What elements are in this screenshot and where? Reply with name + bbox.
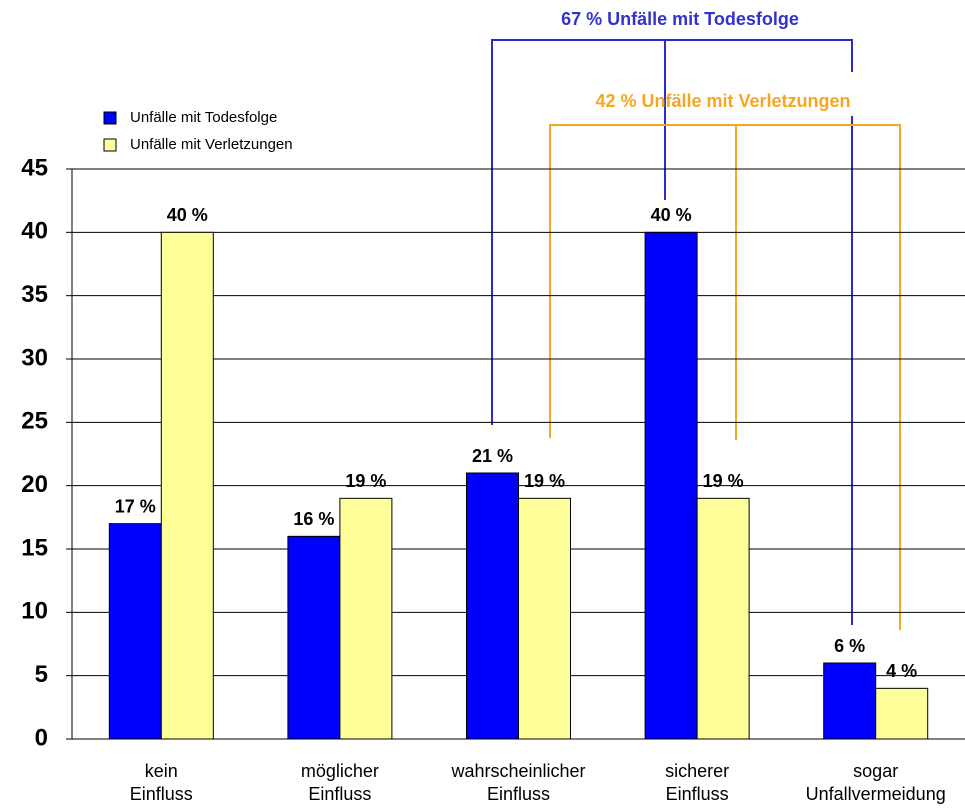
- bar: [108, 523, 162, 740]
- value-label: 40 %: [651, 205, 692, 225]
- bar: [823, 662, 877, 740]
- y-tick-label: 25: [21, 408, 48, 435]
- y-tick-label: 30: [21, 344, 48, 371]
- y-tick-label: 20: [21, 471, 48, 498]
- bar: [466, 472, 519, 740]
- value-label: 16 %: [293, 509, 334, 529]
- bar: [875, 687, 929, 740]
- x-tick-label: sicherer Einfluss: [665, 761, 730, 804]
- x-tick-label: wahrscheinlicher Einfluss: [451, 761, 586, 804]
- y-tick-label: 5: [35, 661, 48, 688]
- legend-label: Unfälle mit Todesfolge: [130, 109, 277, 126]
- value-label: 19 %: [703, 471, 744, 491]
- x-tick-label: sogar Unfallvermeidung: [805, 761, 946, 804]
- x-tick-label: möglicher Einfluss: [300, 761, 379, 804]
- y-tick-label: 15: [21, 534, 48, 561]
- bracket-injury: [549, 124, 901, 630]
- y-tick-label: 10: [21, 598, 48, 625]
- y-tick-label: 0: [35, 724, 48, 751]
- y-tick-label: 40: [21, 218, 48, 245]
- legend-swatch: [103, 111, 117, 125]
- legend-label: Unfälle mit Verletzungen: [130, 136, 293, 153]
- bar: [339, 497, 393, 740]
- bar: [160, 231, 214, 740]
- value-label: 4 %: [886, 661, 917, 681]
- bar: [518, 497, 571, 740]
- value-label: 17 %: [115, 496, 156, 516]
- bar: [287, 535, 341, 740]
- x-tick-label: kein Einfluss: [129, 761, 193, 804]
- value-label: 21 %: [472, 446, 513, 466]
- y-tick-label: 35: [21, 281, 48, 308]
- value-label: 6 %: [834, 636, 865, 656]
- value-label: 19 %: [524, 471, 565, 491]
- value-label: 19 %: [345, 471, 386, 491]
- annotation: 67 % Unfälle mit Todesfolge: [561, 9, 799, 29]
- bar: [696, 497, 750, 740]
- value-label: 40 %: [167, 205, 208, 225]
- bar: [644, 231, 698, 740]
- annotation: 42 % Unfälle mit Verletzungen: [595, 91, 850, 111]
- legend-swatch: [103, 138, 117, 152]
- y-tick-label: 45: [21, 154, 48, 181]
